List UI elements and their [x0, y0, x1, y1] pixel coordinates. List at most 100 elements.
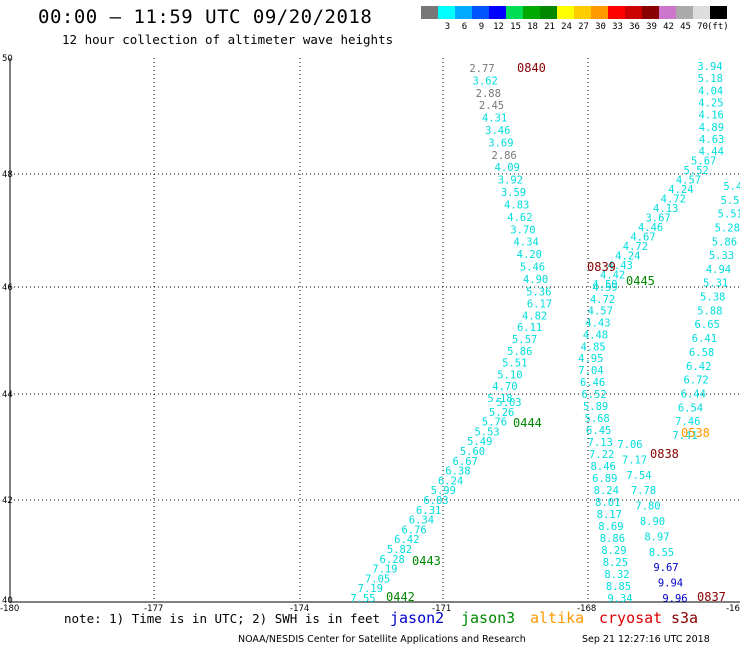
swh-value: 4.57	[676, 174, 701, 186]
swh-value: 6.28	[380, 554, 405, 566]
legend-label: 39	[646, 22, 657, 32]
swh-value: 3.92	[498, 175, 523, 187]
swh-value: 5.33	[709, 250, 734, 262]
swh-value: 6.46	[580, 377, 605, 389]
footnote: note: 1) Time is in UTC; 2) SWH is in fe…	[64, 611, 381, 626]
swh-value: 4.50	[592, 279, 617, 291]
swh-value: 5.51	[718, 209, 740, 221]
swh-value: 5.60	[460, 446, 485, 458]
swh-value: 5.31	[703, 278, 728, 290]
swh-value: 8.24	[594, 485, 619, 497]
swh-value: 5.10	[497, 369, 522, 381]
legend-unit: (ft)	[707, 22, 729, 32]
swh-value: 5.36	[526, 286, 551, 298]
swh-value: 4.70	[492, 381, 517, 393]
legend-label: 30	[595, 22, 606, 32]
legend-swatch	[676, 6, 693, 19]
swh-value: 4.63	[699, 134, 724, 146]
pass-time-label: 0838	[650, 447, 679, 461]
swh-value: 6.31	[416, 505, 441, 517]
swh-value: 4.94	[706, 264, 731, 276]
swh-value: 7.80	[635, 501, 660, 513]
swh-value: 4.89	[699, 122, 724, 134]
swh-value: 5.43	[723, 181, 740, 193]
swh-value: 5.52	[683, 165, 708, 177]
swh-value: 8.69	[598, 521, 623, 533]
swh-value: 4.72	[661, 193, 686, 205]
swh-value: 6.65	[695, 319, 720, 331]
pass-time-label: 0840	[517, 61, 546, 75]
swh-value: 2.88	[476, 88, 501, 100]
legend-label: 36	[629, 22, 640, 32]
credit-line: NOAA/NESDIS Center for Satellite Applica…	[238, 634, 526, 645]
swh-value: 7.46	[675, 416, 700, 428]
legend-label: 15	[510, 22, 521, 32]
swh-value: 5.76	[482, 417, 507, 429]
swh-value: 4.62	[507, 212, 532, 224]
legend-swatch	[625, 6, 642, 19]
swh-value: 5.67	[691, 155, 716, 167]
legend-swatch	[608, 6, 625, 19]
swh-value: 4.67	[630, 232, 655, 244]
swh-value: 9.96	[662, 593, 687, 605]
swh-value: 8.85	[606, 581, 631, 593]
swh-value: 7.41	[672, 430, 697, 442]
swh-value: 8.55	[649, 547, 674, 559]
swh-value: 7.19	[358, 583, 383, 595]
swh-value: 7.13	[588, 437, 613, 449]
swh-value: 7.05	[365, 573, 390, 585]
swh-value: 5.53	[720, 195, 740, 207]
legend-swatch	[659, 6, 676, 19]
swh-value: 8.46	[591, 461, 616, 473]
legend-label: 9	[478, 22, 485, 32]
swh-value: 3.94	[697, 61, 722, 73]
swh-value: 6.42	[394, 534, 419, 546]
swh-value: 8.32	[604, 569, 629, 581]
swh-value: 2.86	[491, 150, 516, 162]
swh-value: 4.04	[698, 85, 723, 97]
swh-value: 6.41	[692, 333, 717, 345]
swh-value: 8.90	[640, 516, 665, 528]
legend-label: 70	[697, 22, 708, 32]
pass-time-label: 0538	[681, 426, 710, 440]
swh-value: 4.85	[580, 341, 605, 353]
swh-value: 2.77	[469, 63, 494, 75]
legend-label: 33	[612, 22, 623, 32]
lon-label: -177	[144, 604, 163, 614]
swh-value: 5.68	[584, 413, 609, 425]
swh-value: 5.46	[520, 262, 545, 274]
swh-value: 5.28	[715, 223, 740, 235]
swh-value: 6.38	[445, 466, 470, 478]
lat-label: 46	[2, 283, 13, 293]
legend-swatch	[557, 6, 574, 19]
legend-swatch	[642, 6, 659, 19]
lat-label: 44	[2, 390, 13, 400]
swh-value: 6.72	[683, 375, 708, 387]
swh-value: 4.43	[608, 260, 633, 272]
swh-value: 5.26	[489, 407, 514, 419]
page-title: 00:00 – 11:59 UTC 09/20/2018	[38, 6, 373, 28]
swh-value: 4.43	[585, 318, 610, 330]
swh-value: 3.46	[485, 125, 510, 137]
swh-value: 5.51	[502, 358, 527, 370]
swh-value: 5.86	[712, 236, 737, 248]
lat-label: 42	[2, 496, 13, 506]
legend-swatch	[710, 6, 727, 19]
swh-value: 4.90	[523, 274, 548, 286]
swh-value: 6.67	[453, 456, 478, 468]
swh-value: 7.17	[622, 454, 647, 466]
swh-value: 4.13	[653, 203, 678, 215]
swh-value: 4.44	[699, 146, 724, 158]
swh-value: 5.53	[474, 426, 499, 438]
swh-value: 7.04	[578, 365, 603, 377]
satellite-altika: altika	[530, 609, 585, 627]
legend-swatch	[506, 6, 523, 19]
legend-label: 3	[444, 22, 451, 32]
swh-value: 4.16	[699, 110, 724, 122]
swh-value: 7.54	[626, 470, 651, 482]
swh-value: 6.89	[592, 473, 617, 485]
legend-swatch	[523, 6, 540, 19]
swh-value: 6.54	[678, 402, 703, 414]
pass-time-label: 0444	[513, 416, 542, 430]
